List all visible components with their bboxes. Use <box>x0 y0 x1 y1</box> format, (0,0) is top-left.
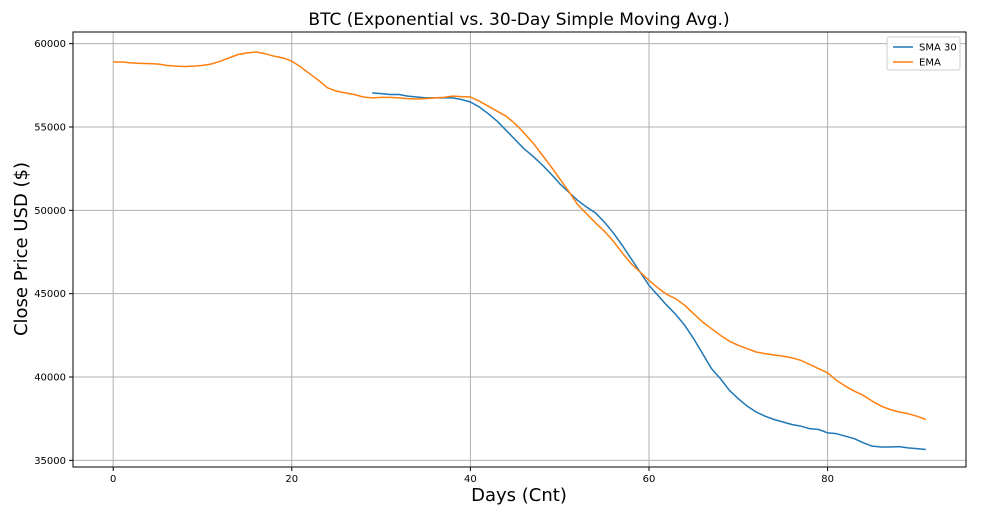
series-line-sma-30 <box>372 92 926 451</box>
axis-ticks: 0 20 40 60 80 35000 40000 45000 50000 55000 60000 <box>34 39 834 485</box>
y-tick-label: 45000 <box>34 289 66 300</box>
y-tick-label: 50000 <box>34 206 66 217</box>
x-tick-label: 60 <box>643 474 656 485</box>
x-tick-label: 20 <box>285 474 298 485</box>
series-lines <box>113 51 927 451</box>
x-tick-label: 40 <box>464 474 477 485</box>
series-line-ema <box>113 51 927 421</box>
y-tick-label: 35000 <box>34 456 66 467</box>
plot-frame <box>72 31 967 468</box>
legend-label: EMA <box>919 58 941 69</box>
x-axis-title: Days (Cnt) <box>471 485 567 506</box>
y-tick-label: 60000 <box>34 39 66 50</box>
x-tick-label: 80 <box>821 474 834 485</box>
grid <box>73 32 966 467</box>
y-tick-label: 40000 <box>34 373 66 384</box>
legend: SMA 30 EMA <box>886 36 961 71</box>
y-tick-label: 55000 <box>34 123 66 134</box>
y-axis-title: Close Price USD ($) <box>11 162 32 336</box>
legend-label: SMA 30 <box>919 43 957 54</box>
chart-title: BTC (Exponential vs. 30-Day Simple Movin… <box>308 10 729 30</box>
x-tick-label: 0 <box>110 474 116 485</box>
